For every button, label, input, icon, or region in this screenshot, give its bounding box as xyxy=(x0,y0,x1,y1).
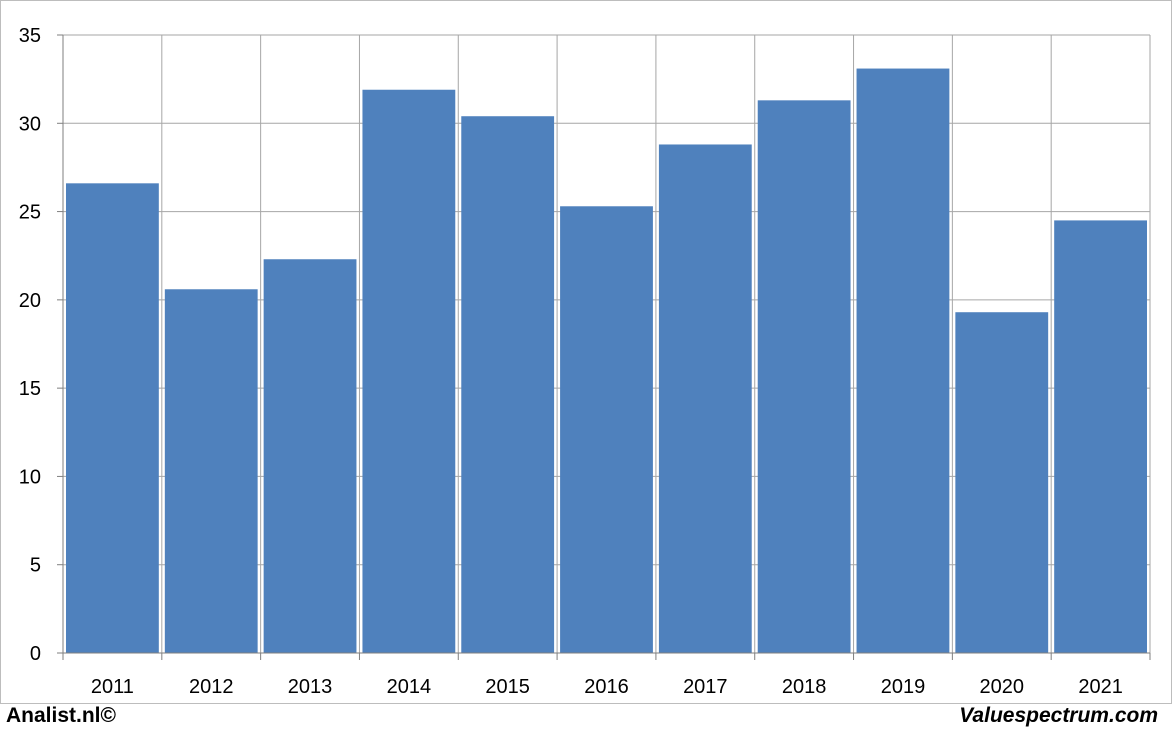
x-tick-label: 2015 xyxy=(485,676,530,698)
axis-layer xyxy=(57,34,1151,660)
y-tick-label: 0 xyxy=(30,643,41,665)
x-tick-label: 2021 xyxy=(1078,676,1123,698)
analist-credit: Analist.nl© xyxy=(6,704,116,727)
bar-2018 xyxy=(757,100,851,654)
y-tick-label: 30 xyxy=(19,113,41,135)
x-tick-label: 2019 xyxy=(881,676,926,698)
x-tick-label: 2020 xyxy=(980,676,1025,698)
bar-2020 xyxy=(955,312,1049,653)
bar-2012 xyxy=(164,289,258,653)
y-tick-label: 25 xyxy=(19,202,41,224)
bar-2014 xyxy=(362,89,456,654)
bar-2015 xyxy=(461,116,555,654)
bar-2019 xyxy=(856,68,950,653)
valuespectrum-credit: Valuespectrum.com xyxy=(959,704,1158,727)
y-tick-label: 10 xyxy=(19,466,41,488)
x-tick-label: 2011 xyxy=(91,676,134,698)
bar-2016 xyxy=(560,206,653,653)
x-tick-label: 2014 xyxy=(387,676,432,698)
x-tick-label: 2012 xyxy=(189,676,234,698)
y-tick-label: 20 xyxy=(19,290,41,312)
bar-chart: 0 5 10 15 20 25 30 35 2011 2012 2013 2014 2015 2016 20… xyxy=(19,25,1151,698)
bar-2021 xyxy=(1054,220,1147,653)
bar-2011 xyxy=(66,183,159,653)
x-tick-label: 2018 xyxy=(782,676,827,698)
x-tick-label: 2013 xyxy=(288,676,333,698)
chart-frame: 0 5 10 15 20 25 30 35 2011 2012 2013 2014 2015 2016 20… xyxy=(0,0,1172,704)
y-tick-label: 35 xyxy=(19,25,41,47)
y-tick-label: 15 xyxy=(19,378,41,400)
x-tick-label: 2017 xyxy=(683,676,728,698)
label-layer: 0 5 10 15 20 25 30 35 2011 2012 2013 2014 2015 2016 20… xyxy=(19,25,1123,698)
x-tick-label: 2016 xyxy=(584,676,629,698)
footer: Analist.nl© Valuespectrum.com xyxy=(0,704,1172,734)
bar-2017 xyxy=(658,144,752,653)
bar-layer xyxy=(66,68,1147,654)
bar-2013 xyxy=(263,259,357,653)
y-tick-label: 5 xyxy=(30,555,41,577)
